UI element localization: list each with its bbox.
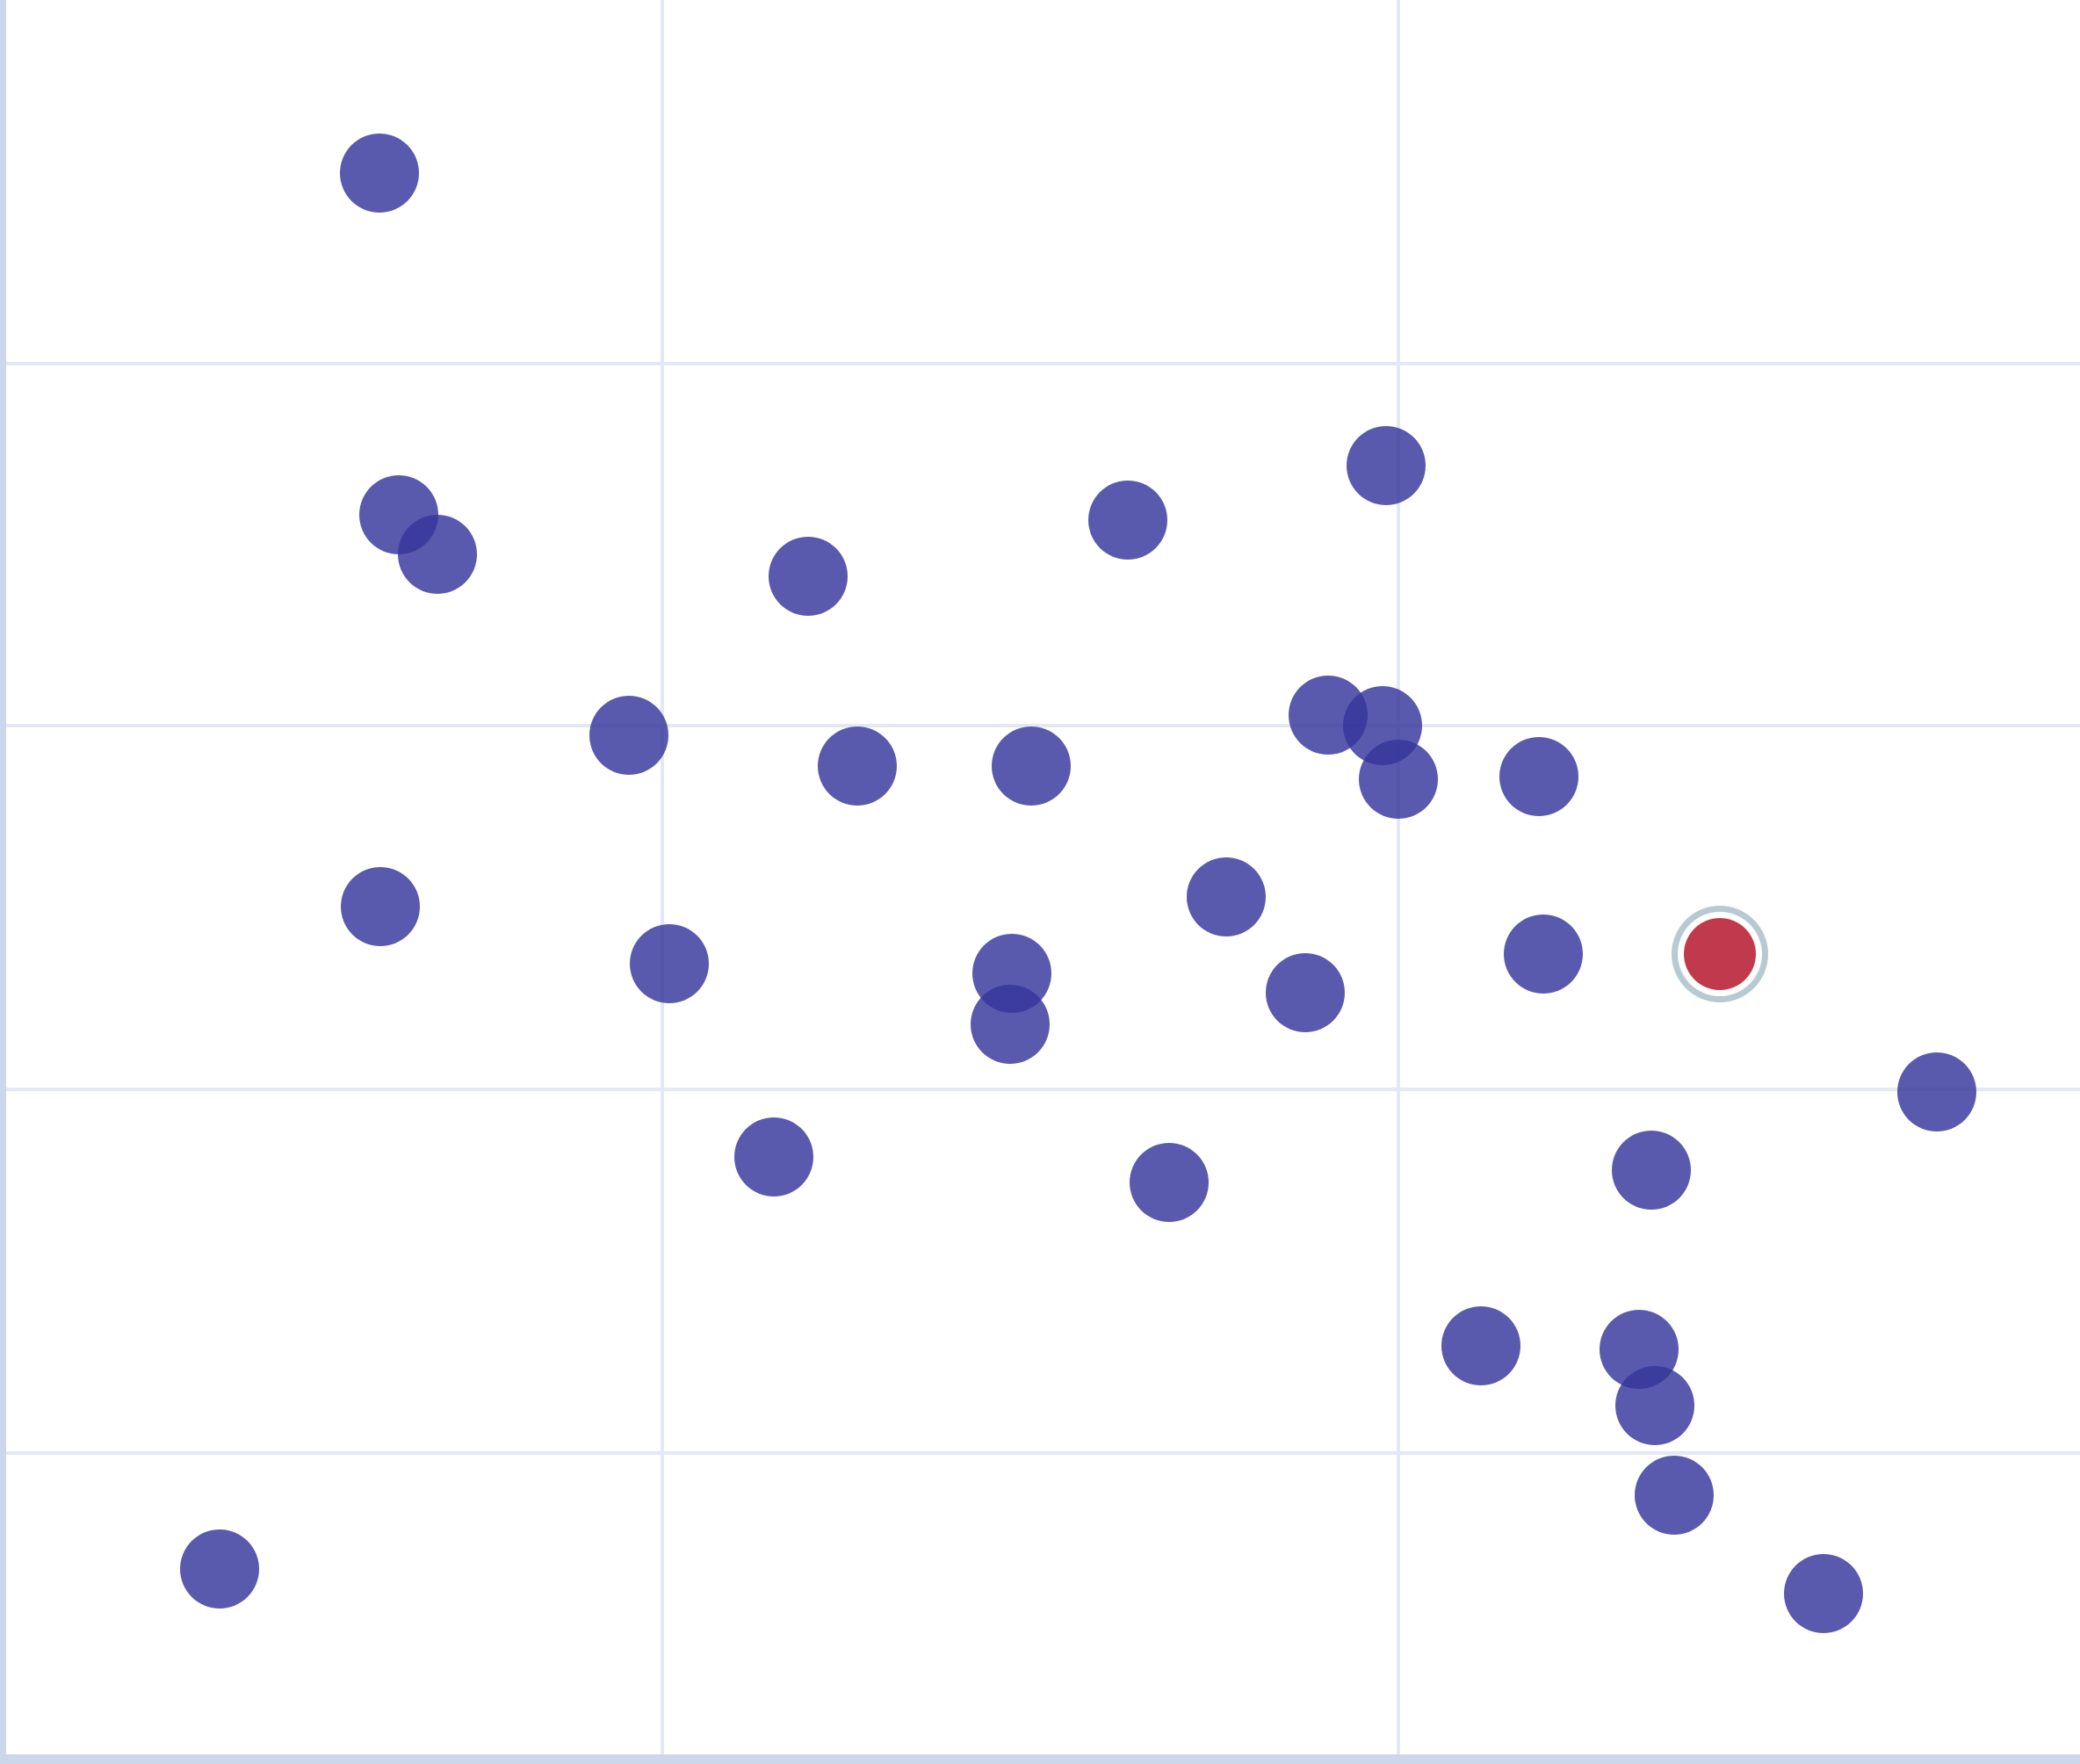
data-point[interactable] xyxy=(992,727,1071,806)
data-point[interactable] xyxy=(818,727,897,806)
data-point[interactable] xyxy=(1612,1131,1691,1210)
gridline-horizontal xyxy=(0,1088,2080,1091)
gridline-horizontal xyxy=(0,1451,2080,1455)
data-point[interactable] xyxy=(1130,1143,1209,1222)
data-point[interactable] xyxy=(589,696,668,775)
data-point[interactable] xyxy=(1615,1366,1694,1445)
data-point[interactable] xyxy=(180,1529,259,1609)
y-axis-line xyxy=(0,0,6,1764)
data-point[interactable] xyxy=(734,1117,813,1196)
data-point[interactable] xyxy=(971,985,1050,1064)
x-axis-line xyxy=(0,1754,2080,1764)
data-point[interactable] xyxy=(1504,915,1583,994)
data-point[interactable] xyxy=(1441,1306,1520,1385)
data-point[interactable] xyxy=(1088,481,1167,560)
data-point[interactable] xyxy=(1359,740,1438,819)
data-point[interactable] xyxy=(1266,953,1345,1032)
gridline-vertical xyxy=(661,0,664,1764)
data-point[interactable] xyxy=(340,134,419,213)
data-point[interactable] xyxy=(341,867,420,946)
gridline-vertical xyxy=(1397,0,1400,1764)
highlighted-data-point[interactable] xyxy=(1684,918,1756,990)
data-point[interactable] xyxy=(398,515,477,594)
data-point[interactable] xyxy=(1499,737,1578,816)
data-point[interactable] xyxy=(769,537,848,616)
data-point[interactable] xyxy=(1635,1456,1714,1535)
data-point[interactable] xyxy=(630,924,709,1003)
data-point[interactable] xyxy=(1347,426,1426,505)
data-point[interactable] xyxy=(1187,857,1266,936)
gridline-horizontal xyxy=(0,362,2080,365)
data-point[interactable] xyxy=(1784,1554,1863,1633)
data-point[interactable] xyxy=(1897,1052,1976,1131)
gridline-horizontal xyxy=(0,724,2080,727)
